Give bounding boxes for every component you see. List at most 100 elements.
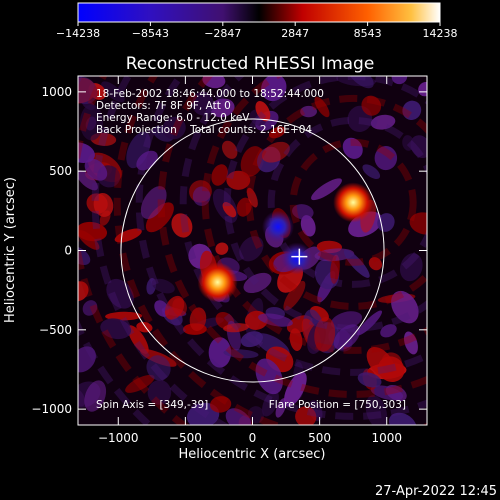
ripple-blob	[391, 290, 419, 324]
ripple-blob	[147, 379, 172, 405]
ripple-blob	[255, 101, 271, 122]
ripple-blob	[192, 91, 214, 116]
ripple-blob	[292, 204, 314, 220]
ripple-blob	[261, 76, 287, 102]
ripple-blob	[314, 317, 336, 352]
ripple-ring	[267, 116, 427, 288]
ripple-blob	[84, 158, 108, 181]
solar-limb-circle	[120, 118, 385, 383]
info-method-counts: Back Projection Total counts: 2.16E+04	[96, 124, 312, 136]
ripple-ring	[113, 76, 427, 425]
ripple-blob	[374, 146, 398, 171]
ripple-blob	[136, 321, 153, 333]
y-tick-label: −1000	[31, 402, 72, 416]
ripple-ring	[201, 76, 427, 354]
ripple-blob	[78, 76, 98, 105]
ripple-blob	[79, 104, 104, 141]
x-tick-label: 0	[249, 431, 257, 445]
ripple-blob	[78, 221, 108, 242]
negative-source	[280, 242, 313, 275]
ripple-blob	[100, 318, 132, 340]
ripple-ring	[179, 76, 427, 376]
ripple-blob	[106, 278, 134, 309]
ripple-blob	[399, 253, 423, 282]
spin-axis-label: Spin Axis = [349,-39]	[96, 399, 208, 411]
info-energy-range: Energy Range: 6.0 - 12.0 keV	[96, 112, 250, 124]
ripple-blob	[221, 140, 238, 159]
ripple-blob	[162, 116, 186, 140]
colorbar-tick-label: 8543	[354, 27, 382, 40]
y-tick-label: 500	[49, 164, 72, 178]
ripple-blob	[246, 187, 258, 208]
ripple-ring	[245, 94, 427, 310]
ripple-blob	[300, 105, 317, 118]
y-tick-label: 0	[64, 244, 72, 258]
ripple-blob	[243, 272, 272, 294]
ripple-blob	[380, 324, 397, 338]
bright-source	[197, 262, 238, 303]
ripple-blob	[186, 402, 220, 425]
ripple-blob	[240, 146, 265, 177]
x-tick-label: −500	[169, 431, 202, 445]
ripple-blob	[300, 215, 316, 237]
ripple-ring	[289, 138, 417, 266]
ripple-blob	[222, 202, 237, 218]
ripple-blob	[283, 371, 307, 407]
ripple-blob	[311, 178, 342, 201]
chart-title: Reconstructed RHESSI Image	[126, 54, 375, 74]
ripple-ring	[135, 76, 427, 420]
ripple-blob	[82, 300, 98, 316]
ripple-blob	[289, 328, 303, 352]
ripple-ring	[157, 76, 427, 398]
ripple-blob	[409, 212, 427, 235]
ripple-blob	[388, 412, 417, 425]
negative-source	[262, 210, 295, 243]
ripple-blob	[377, 356, 405, 383]
bright-source	[333, 182, 374, 223]
ripple-blob	[357, 372, 382, 388]
ripple-blob	[342, 137, 363, 159]
ripple-blob	[247, 406, 265, 424]
y-tick-label: −500	[39, 323, 72, 337]
ripple-blob	[78, 281, 89, 302]
ripple-blob	[255, 358, 283, 395]
ripple-blob	[211, 164, 228, 186]
ripple-blob	[78, 346, 96, 373]
ripple-blob	[223, 349, 259, 359]
ripple-blob	[226, 170, 251, 190]
ripple-blob	[127, 325, 149, 354]
colorbar-tick-label: −8543	[132, 27, 169, 40]
ripple-blob	[333, 324, 361, 350]
x-tick-label: −1000	[98, 431, 139, 445]
ripple-blob	[295, 406, 317, 425]
colorbar-tick-label: 14238	[423, 27, 458, 40]
ripple-blob	[105, 311, 143, 321]
info-detectors: Detectors: 7F 8F 9F, Att 0	[96, 100, 231, 112]
ripple-blob	[140, 186, 167, 220]
ripple-blob	[362, 164, 381, 179]
ripple-blob	[275, 398, 287, 418]
ripple-blob	[146, 355, 171, 381]
info-time-range: 18-Feb-2002 18:46:44.000 to 18:52:44.000	[96, 88, 324, 100]
ripple-blob	[225, 408, 252, 425]
colorbar	[77, 2, 441, 23]
ripple-blob	[268, 126, 286, 139]
flare-position-label: Flare Position = [750,303]	[269, 399, 406, 411]
ripple-blob	[258, 313, 293, 327]
ripple-blob	[370, 385, 404, 401]
ripple-blob	[343, 249, 370, 278]
ripple-blob	[172, 298, 187, 316]
heatmap-image	[78, 76, 427, 425]
colorbar-ticks: −14238 −8543 −2847 2847 8543 14238	[56, 22, 458, 40]
ripple-blob	[357, 310, 383, 336]
ripple-blob	[84, 380, 107, 412]
ripple-blob	[210, 98, 235, 118]
ripple-blob	[236, 197, 252, 217]
ripple-blob	[125, 374, 155, 393]
x-axis-label: Heliocentric X (arcsec)	[179, 447, 326, 462]
ripple-blob	[403, 331, 418, 355]
ripple-blob	[402, 100, 422, 120]
colorbar-tick-label: 2847	[281, 27, 309, 40]
timestamp: 27-Apr-2022 12:45	[375, 484, 497, 499]
